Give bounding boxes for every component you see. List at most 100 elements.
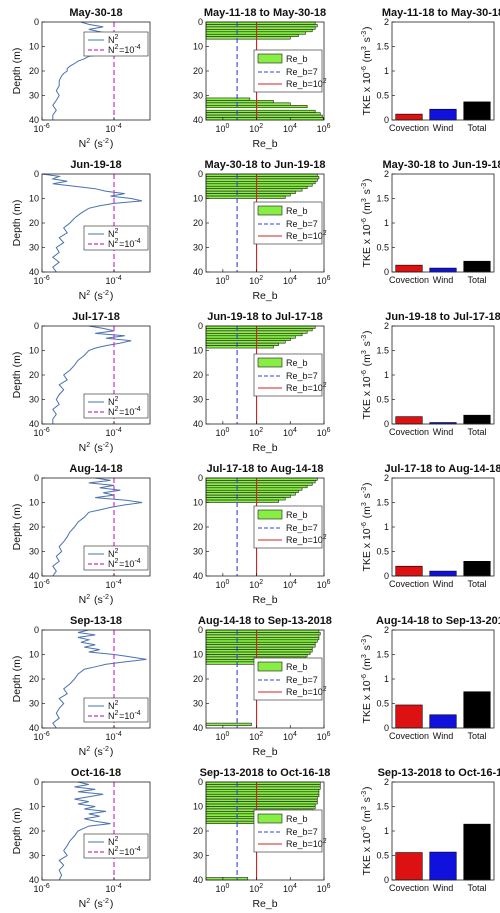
- reb-bar: [205, 637, 320, 641]
- x-axis-label: Re_b: [252, 898, 277, 910]
- y-tick-label: 0.5: [376, 243, 389, 253]
- category-label: Covection: [389, 731, 429, 741]
- reb-bar: [205, 489, 299, 493]
- y-tick-label: 10: [29, 498, 39, 508]
- panel-2-3: May-30-18 to Jun-19-18 Covection Wind Total…: [361, 159, 500, 285]
- legend-box: [83, 697, 149, 723]
- tke-bar-covection: [395, 852, 423, 881]
- panel-title: May-30-18 to Jun-19-18: [382, 159, 500, 171]
- x-tick-label: 104: [283, 731, 298, 742]
- tke-bar-total: [463, 260, 491, 273]
- x-tick-label: 10-4: [105, 123, 122, 134]
- y-tick-label: 30: [193, 243, 203, 253]
- reb-bar: [205, 193, 291, 197]
- x-tick-label: 10-4: [105, 579, 122, 590]
- y-tick-label: 30: [29, 243, 39, 253]
- y-axis-label: TKE x 10-6 (m3 s-3 ): [361, 482, 373, 571]
- y-tick-label: 0: [34, 777, 39, 787]
- category-label: Total: [467, 123, 486, 133]
- y-axis-label: TKE x 10-6 (m3 s-3 ): [361, 178, 373, 267]
- y-tick-label: 40: [29, 875, 39, 885]
- reb-bar: [205, 494, 291, 498]
- x-tick-label: 102: [249, 427, 264, 438]
- y-tick-label: 40: [29, 115, 39, 125]
- reb-bar: [205, 646, 313, 650]
- reb-bar: [205, 114, 323, 118]
- y-tick-label: 40: [193, 267, 203, 277]
- reb-bar: [205, 31, 306, 35]
- category-label: Total: [467, 275, 486, 285]
- tke-bar-wind: [429, 851, 457, 881]
- panel-title: Sep-13-2018 to Oct-16-18: [378, 767, 500, 779]
- y-tick-label: 0: [198, 473, 203, 483]
- y-tick-label: 0: [384, 419, 389, 429]
- y-tick-label: 40: [29, 419, 39, 429]
- y-axis-label: TKE x 10-6 (m3 s-3 ): [361, 26, 373, 115]
- category-label: Wind: [433, 731, 454, 741]
- reb-bar: [205, 97, 251, 101]
- x-tick-label: 10-6: [33, 275, 50, 286]
- y-tick-label: 0: [384, 875, 389, 885]
- x-tick-label: 104: [283, 123, 298, 134]
- y-axis-label: Depth (m): [11, 656, 23, 703]
- tke-bar-total: [463, 101, 491, 121]
- y-tick-label: 0.5: [376, 699, 389, 709]
- reb-bar: [205, 796, 318, 800]
- y-tick-label: 10: [29, 650, 39, 660]
- y-tick-label: 0: [198, 625, 203, 635]
- reb-bar: [205, 641, 316, 646]
- panel-title: Jul-17-18 to Aug-14-18: [385, 463, 500, 475]
- y-tick-label: 30: [29, 395, 39, 405]
- legend-label: N2 =10-4: [108, 238, 141, 249]
- legend-label: N2: [108, 396, 119, 407]
- y-tick-label: 20: [193, 674, 203, 684]
- n2-profile-line: [58, 781, 111, 881]
- y-tick-label: 40: [29, 723, 39, 733]
- legend-label: Re_b=102: [286, 230, 327, 241]
- category-label: Wind: [433, 579, 454, 589]
- x-tick-label: 100: [216, 427, 231, 438]
- y-tick-label: 0: [198, 321, 203, 331]
- y-tick-label: 0.5: [376, 91, 389, 101]
- panel-1-3: May-11-18 to May-30-18 Covection Wind Total…: [361, 7, 500, 133]
- y-tick-label: 20: [193, 370, 203, 380]
- x-tick-label: 100: [216, 123, 231, 134]
- reb-bar: [205, 188, 303, 192]
- reb-bar: [205, 793, 320, 798]
- legend-label: N2 =10-4: [108, 558, 141, 569]
- reb-bar: [205, 487, 303, 491]
- x-tick-label: 102: [249, 579, 264, 590]
- reb-bar: [205, 634, 320, 638]
- legend-reb-swatch: [257, 509, 283, 520]
- reb-bar: [205, 36, 291, 40]
- y-tick-label: 0: [384, 267, 389, 277]
- category-label: Total: [467, 883, 486, 893]
- x-tick-label: 104: [283, 579, 298, 590]
- legend-label: N2 =10-4: [108, 406, 141, 417]
- y-axis-label: Depth (m): [11, 200, 23, 247]
- y-tick-label: 0: [198, 17, 203, 27]
- panel-6-2: Sep-13-2018 to Oct-16-180 10 20 30 40 100 102…: [193, 767, 331, 910]
- legend-label: Re_b: [286, 662, 308, 672]
- reb-bar: [205, 497, 286, 501]
- reb-bar: [205, 803, 316, 807]
- legend-label: N2 =10-4: [108, 44, 141, 55]
- y-tick-label: 1.5: [376, 194, 389, 204]
- category-label: Covection: [389, 427, 429, 437]
- legend-label: Re_b=102: [286, 382, 327, 393]
- y-axis-label: Depth (m): [11, 352, 23, 399]
- legend-label: N2: [108, 228, 119, 239]
- y-tick-label: 30: [193, 699, 203, 709]
- reb-bar: [205, 651, 311, 655]
- y-tick-label: 20: [29, 674, 39, 684]
- panel-title: Aug-14-18 to Sep-13-2018: [376, 615, 500, 627]
- axes-box: [391, 173, 495, 273]
- x-axis-label: Re_b: [252, 746, 277, 758]
- y-tick-label: 20: [193, 218, 203, 228]
- reb-bar: [205, 340, 286, 344]
- category-label: Wind: [433, 123, 454, 133]
